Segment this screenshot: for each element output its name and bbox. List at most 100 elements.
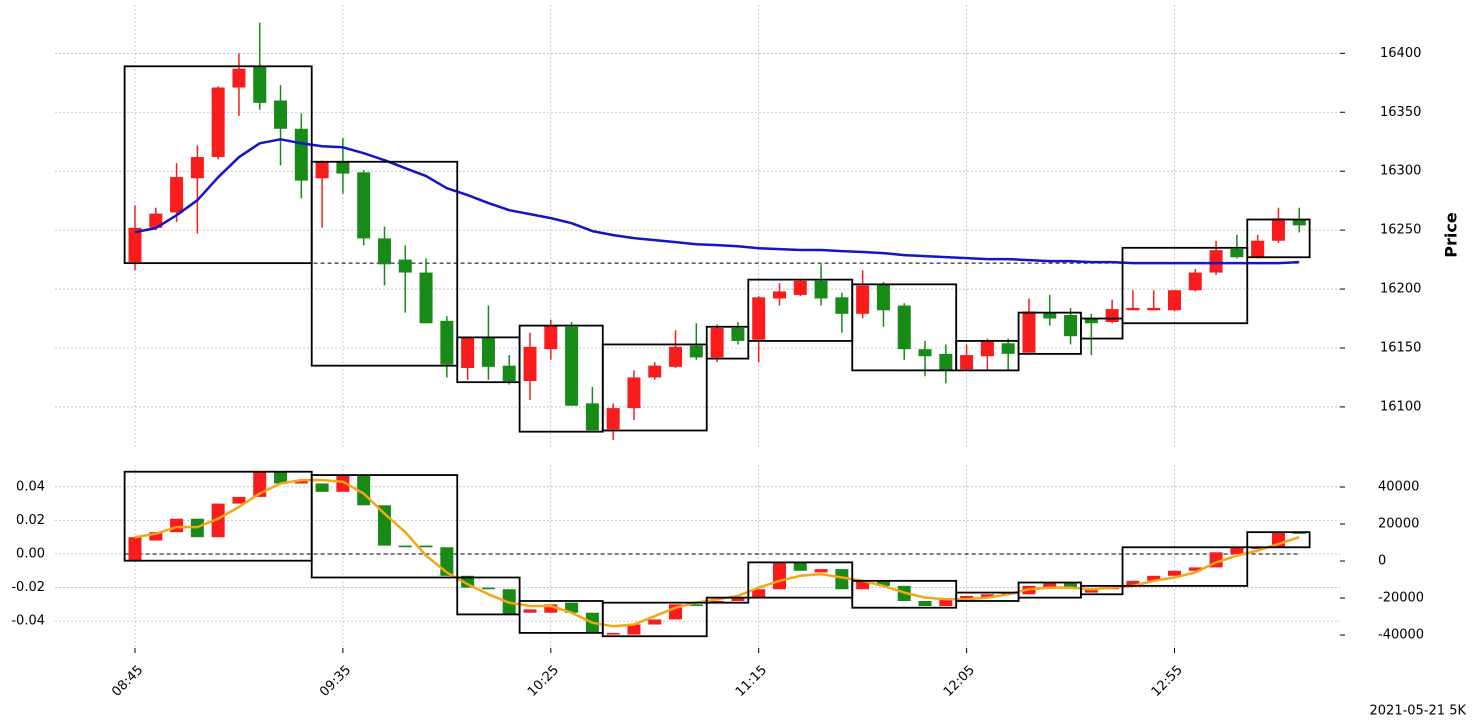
candle-body <box>980 594 994 598</box>
y-tick-label: -0.02 <box>11 580 45 595</box>
moving-average-line <box>134 478 1300 628</box>
range-box <box>601 601 708 638</box>
candle-body <box>1147 575 1161 581</box>
candle-body <box>980 340 994 357</box>
candle-body <box>1168 290 1181 311</box>
candle-body <box>814 569 828 573</box>
candle-body <box>1251 240 1265 258</box>
candle-body <box>793 562 807 571</box>
candle-body <box>1230 547 1244 554</box>
candle-body <box>315 483 329 492</box>
y-tick-label: 16100 <box>1380 399 1421 414</box>
candle-body <box>1271 218 1285 241</box>
candle-body <box>1188 567 1202 571</box>
candle-body <box>876 580 890 586</box>
range-box <box>1080 317 1124 340</box>
range-box <box>310 160 459 367</box>
candle-body <box>190 157 204 179</box>
range-box <box>601 343 708 432</box>
range-box <box>955 340 1020 372</box>
candle-body <box>814 280 828 299</box>
candle-body <box>294 480 308 484</box>
moving-average-line <box>134 138 1300 265</box>
range-box <box>1121 546 1249 587</box>
range-box <box>1080 584 1124 596</box>
candle-body <box>1084 589 1098 593</box>
y-tick-label: -0.04 <box>11 614 45 629</box>
candle-body <box>960 595 974 600</box>
candle-body <box>669 346 683 367</box>
candle-body <box>627 377 641 409</box>
y-tick-label: 0.02 <box>16 513 45 528</box>
candle-body <box>939 353 953 371</box>
candle-body <box>1209 250 1223 273</box>
y-tick-label: 16250 <box>1380 223 1421 238</box>
candle-body <box>544 325 558 350</box>
candle-body <box>752 297 766 340</box>
candle-body <box>648 365 662 378</box>
candle-body <box>398 259 412 273</box>
candle-body <box>1292 219 1306 226</box>
x-tick-label: 10:25 <box>525 663 562 700</box>
candle-body <box>897 305 911 350</box>
candle-body <box>689 345 703 358</box>
candle-body <box>856 580 870 590</box>
candle-body <box>502 365 516 381</box>
range-box <box>1246 218 1311 259</box>
candle-body <box>149 213 163 228</box>
candle-body <box>461 337 475 369</box>
x-tick-label: 09:35 <box>317 663 354 700</box>
candle-body <box>336 161 350 174</box>
candle-body <box>960 355 974 370</box>
footer: 2021-05-21 5K <box>1370 704 1467 719</box>
candle-body <box>606 632 620 635</box>
candle-body <box>772 291 786 299</box>
y2-tick-label: -40000 <box>1378 628 1424 643</box>
candle-body <box>544 604 558 613</box>
range-box <box>456 576 521 616</box>
range-box <box>1121 246 1249 325</box>
candle-body <box>440 320 454 365</box>
candle-body <box>627 624 641 635</box>
candle-body <box>918 600 932 607</box>
candle-body <box>1001 343 1015 354</box>
x-tick-label: 12:05 <box>941 663 978 700</box>
candle-body <box>772 562 786 590</box>
candle-body <box>1168 570 1181 576</box>
candle-body <box>461 575 475 588</box>
candle-body <box>170 177 184 213</box>
candle-body <box>731 327 745 341</box>
candle-body <box>232 68 246 88</box>
y2-tick-label: 0 <box>1378 554 1386 569</box>
candle-body <box>523 609 537 613</box>
candle-body <box>232 496 246 504</box>
candle-body <box>1084 318 1098 324</box>
candle-body <box>565 326 579 406</box>
candle-body <box>211 503 225 538</box>
candle-body <box>1022 311 1036 353</box>
candle-body <box>939 599 953 607</box>
candle-body <box>398 545 412 548</box>
candle-body <box>481 337 495 367</box>
range-box <box>1246 531 1311 549</box>
y-tick-label: 16350 <box>1380 105 1421 120</box>
range-box <box>705 596 750 604</box>
candle-body <box>128 537 142 561</box>
candle-body <box>336 475 350 492</box>
candle-body <box>481 587 495 590</box>
candle-body <box>1043 582 1057 588</box>
candle-body <box>315 161 329 179</box>
candle-body <box>128 227 142 262</box>
candle-body <box>149 532 163 541</box>
candle-body <box>1064 314 1078 337</box>
candle-body <box>419 272 433 324</box>
candle-body <box>1126 307 1140 311</box>
candle-body <box>856 285 870 314</box>
candle-body <box>689 604 703 607</box>
y-axis-label: Price <box>1442 212 1461 258</box>
candle-body <box>357 172 371 239</box>
candle-body <box>253 66 267 103</box>
range-box <box>310 474 459 579</box>
candle-body <box>606 408 620 430</box>
